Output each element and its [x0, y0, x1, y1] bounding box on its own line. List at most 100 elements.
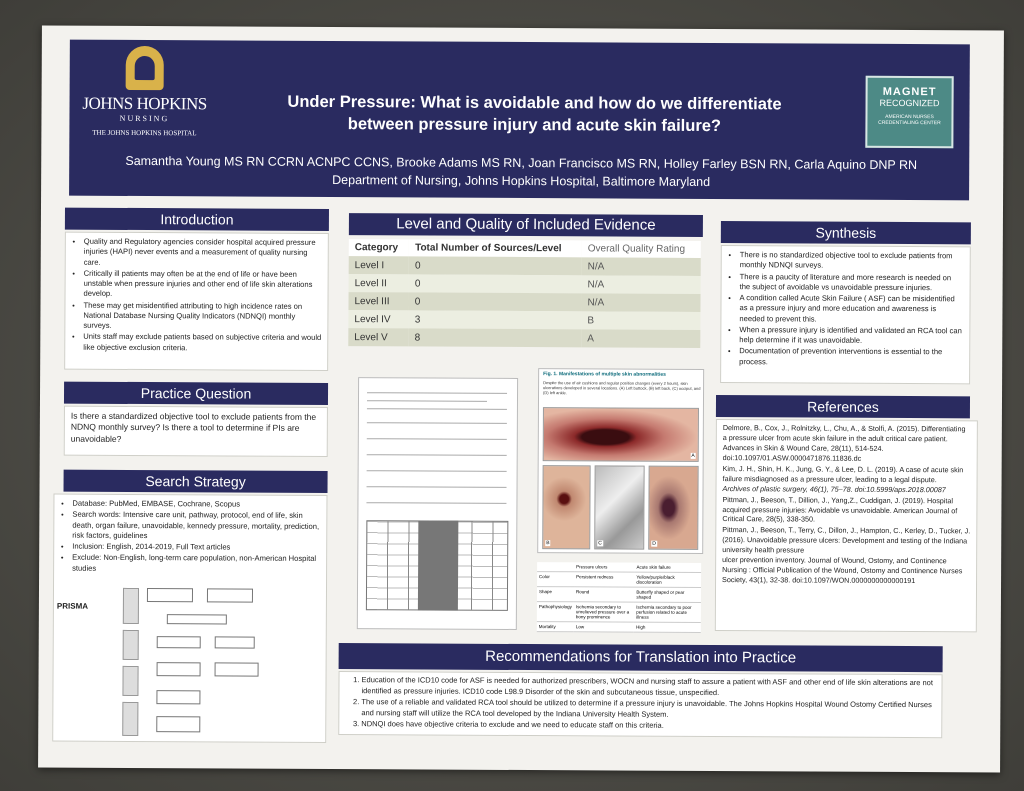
column-header: Overall Quality Rating — [581, 240, 701, 258]
table-cell: Ischemia secondary to poor perfusion rel… — [634, 602, 701, 623]
wound-photo-a: A — [542, 407, 699, 462]
table-cell: N/A — [581, 275, 701, 294]
institution-sub: NURSING — [119, 113, 170, 124]
table-cell: B — [581, 311, 701, 330]
practice-question-box: Is there a standardized objective tool t… — [63, 405, 328, 457]
synthesis-heading: Synthesis — [720, 221, 971, 245]
table-cell: Persistent redness — [574, 571, 635, 588]
form-line — [366, 422, 507, 424]
search-strategy-list: Database: PubMed, EMBASE, Cochrane, Scop… — [54, 495, 326, 579]
list-item: The use of a reliable and validated RCA … — [361, 697, 933, 721]
practice-question-heading: Practice Question — [63, 381, 329, 405]
reference-item: Advances in Skin & Wound Care, 28(11), 5… — [722, 443, 884, 463]
research-poster: JOHNS HOPKINS NURSING THE JOHNS HOPKINS … — [38, 25, 1004, 773]
table-cell: Pathophysiology — [536, 601, 574, 622]
list-item: Education of the ICD10 code for ASF is n… — [361, 675, 933, 699]
prisma-box — [214, 662, 259, 677]
prisma-box — [156, 662, 201, 677]
table-cell: Level V — [348, 328, 409, 347]
wound-photo-d: D — [648, 465, 699, 550]
table-cell: N/A — [581, 257, 701, 276]
list-item: Inclusion: English, 2014-2019, Full Text… — [72, 542, 320, 554]
list-item: There is no standardized objective tool … — [740, 250, 964, 272]
prisma-stage — [122, 587, 140, 625]
prisma-stage — [122, 665, 139, 697]
list-item: Critically ill patients may often be at … — [84, 268, 322, 300]
wound-photo-b: B — [542, 465, 591, 550]
reference-item: Kim, J. H., Shin, H. K., Jung, G. Y., & … — [722, 463, 964, 484]
list-item: These may get misidentified attributing … — [83, 300, 321, 332]
table-cell: Color — [537, 571, 575, 587]
figure-caption: Despite the use of air cushions and regu… — [543, 380, 701, 395]
photo-label: B — [545, 540, 551, 547]
prisma-box — [214, 636, 255, 649]
list-item: Units staff may exclude patients based o… — [83, 332, 321, 354]
table-cell: Mortality — [536, 621, 574, 632]
form-line — [366, 438, 507, 440]
table-row: Level III 0 N/A — [348, 292, 701, 312]
table-cell: Level IV — [348, 310, 409, 329]
reference-item: Pittman, J., Beeson, T., Terry, C., Dill… — [722, 525, 971, 555]
wound-photo-c: C — [594, 465, 645, 550]
table-row: Color Persistent redness Yellow/purple/b… — [537, 571, 702, 588]
table-cell: Round — [573, 586, 635, 603]
form-line — [366, 502, 507, 504]
table-cell: 0 — [408, 274, 582, 294]
form-line — [366, 408, 507, 410]
form-line — [367, 392, 508, 394]
list-item: Search words: Intensive care unit, pathw… — [72, 510, 320, 542]
column-header: Pressure ulcers — [574, 562, 635, 573]
table-cell: Level II — [348, 274, 409, 293]
table-cell: 8 — [408, 328, 582, 348]
list-item: NDNQI does have objective criteria to ex… — [361, 719, 933, 732]
form-line — [366, 454, 507, 456]
table-row: Level I 0 N/A — [348, 256, 701, 276]
prisma-box — [146, 588, 194, 603]
form-line — [366, 400, 487, 402]
prisma-box — [156, 716, 201, 733]
hospital-name: THE JOHNS HOPKINS HOSPITAL — [92, 128, 197, 138]
prisma-box — [156, 636, 201, 649]
table-cell: High — [634, 622, 701, 633]
form-shaded-column — [417, 520, 459, 611]
table-cell: Butterfly shaped or pear shaped — [634, 587, 702, 603]
table-cell: 3 — [408, 310, 582, 330]
synthesis-box: There is no standardized objective tool … — [720, 245, 971, 385]
table-cell: A — [581, 329, 701, 348]
table-cell: N/A — [581, 293, 701, 312]
magnet-recognized: RECOGNIZED — [879, 97, 940, 109]
table-cell: Level III — [348, 292, 409, 311]
photo-label: C — [597, 540, 603, 547]
form-line — [366, 486, 507, 488]
synthesis-list: There is no standardized objective tool … — [721, 246, 970, 372]
institution-name: JOHNS HOPKINS — [82, 93, 207, 114]
skin-photo-figure: Fig. 1. Manifestations of multiple skin … — [537, 368, 705, 554]
list-item: Database: PubMed, EMBASE, Cochrane, Scop… — [72, 499, 320, 511]
poster-header: JOHNS HOPKINS NURSING THE JOHNS HOPKINS … — [69, 39, 970, 201]
column-header: Category — [348, 239, 410, 257]
prisma-box — [166, 614, 227, 625]
magnet-badge: MAGNET RECOGNIZED AMERICAN NURSES CREDEN… — [865, 75, 954, 149]
photo-label: D — [651, 540, 657, 547]
table-cell: Yellow/purple/black discoloration — [634, 572, 702, 588]
authors-block: Samantha Young MS RN CCRN ACNPC CCNS, Br… — [81, 152, 961, 193]
introduction-heading: Introduction — [64, 207, 329, 231]
johns-hopkins-logo: JOHNS HOPKINS NURSING THE JOHNS HOPKINS … — [79, 45, 209, 138]
table-cell: 0 — [408, 292, 582, 312]
list-item: Documentation of prevention intervention… — [739, 346, 963, 368]
prisma-label: PRISMA — [56, 601, 89, 611]
column-header: Total Number of Sources/Level — [409, 239, 582, 258]
table-cell: Shape — [536, 586, 575, 602]
title-line-1: Under Pressure: What is avoidable and ho… — [287, 92, 782, 114]
table-header-row: Category Total Number of Sources/Level O… — [348, 239, 701, 258]
magnet-org: AMERICAN NURSES CREDENTIALING CENTER — [878, 113, 941, 127]
table-row: Level V 8 A — [348, 328, 701, 348]
figure-title: Fig. 1. Manifestations of multiple skin … — [543, 371, 666, 378]
table-cell: Ischemia secondary to unrelieved pressur… — [573, 601, 635, 623]
list-item: A condition called Acute Skin Failure ( … — [739, 293, 963, 325]
table-row: Pathophysiology Ischemia secondary to un… — [536, 601, 701, 623]
table-row: Level IV 3 B — [348, 310, 701, 330]
list-item: There is a paucity of literature and mor… — [740, 272, 964, 294]
table-cell: 0 — [408, 256, 582, 276]
shield-icon — [125, 45, 164, 91]
